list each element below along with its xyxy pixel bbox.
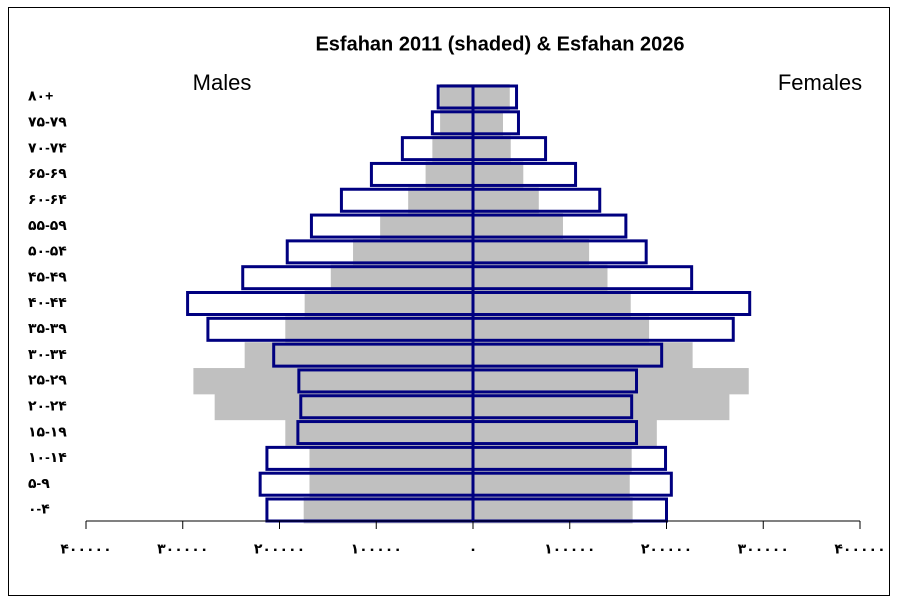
category-label: ۷۵-۷۹ [28,114,67,130]
shaded-bar [309,445,473,472]
category-label: ۵-۹ [28,475,50,491]
shaded-bar [473,238,590,266]
x-tick-label: ۰ [469,541,478,557]
shaded-bar [473,471,630,498]
shaded-bar [330,264,473,292]
x-tick-label: ۴۰۰۰۰۰ [60,541,111,557]
category-label: ۴۵-۴۹ [28,268,67,284]
shaded-bar [440,84,473,111]
shaded-bar [214,393,474,421]
shaded-bar [303,497,473,524]
shaded-bar [425,161,473,188]
category-label: ۵۵-۵۹ [28,217,67,233]
category-label: ۷۰-۷۴ [28,139,67,155]
x-tick-label: ۳۰۰۰۰۰ [157,541,208,557]
shaded-bar [473,109,503,137]
category-label: ۲۵-۲۹ [28,372,67,388]
category-label: ۵۰-۵۴ [28,243,67,259]
shaded-bar [193,368,473,395]
x-tick-label: ۳۰۰۰۰۰ [738,541,789,557]
shaded-bar [353,238,473,266]
left-label: Males [193,70,252,95]
shaded-bar [473,161,524,188]
shaded-bar [473,290,631,317]
shaded-bar [473,368,749,395]
shaded-bar [380,213,473,240]
x-tick-label: ۲۰۰۰۰۰ [641,541,692,557]
category-label: ۴۰-۴۴ [28,294,67,310]
x-tick-label: ۱۰۰۰۰۰ [351,541,402,557]
chart-title: Esfahan 2011 (shaded) & Esfahan 2026 [315,33,684,55]
shaded-bar [473,419,657,446]
category-label: ۳۰-۳۴ [28,346,67,362]
shaded-bar [473,445,632,472]
shaded-bar [309,471,473,498]
shaded-bar [304,290,473,317]
shaded-bar [285,419,473,446]
shaded-bar [440,109,473,137]
x-tick-label: ۱۰۰۰۰۰ [544,541,595,557]
shaded-bar [432,135,473,163]
category-label: ۱۵-۱۹ [28,423,67,439]
category-label: ۰-۴ [28,501,50,517]
shaded-bar [473,84,510,111]
category-label: ۳۵-۳۹ [28,320,67,336]
category-label: ۲۰-۲۴ [28,397,67,413]
category-label: ۶۰-۶۴ [28,191,67,207]
x-tick-label: ۲۰۰۰۰۰ [254,541,305,557]
shaded-bar [473,213,563,240]
shaded-bar [285,316,473,343]
shaded-bar [408,187,473,214]
shaded-bar [473,135,511,163]
category-label: ۸۰+ [28,88,53,104]
shaded-bar [473,264,608,292]
shaded-bar [473,497,633,524]
category-label: ۱۰-۱۴ [28,449,67,465]
shaded-bar [473,316,650,343]
shaded-bar [473,342,693,369]
shaded-bar [244,342,473,369]
category-label: ۶۵-۶۹ [28,165,67,181]
right-label: Females [778,70,862,95]
shaded-bar [473,393,730,421]
shaded-bar [473,187,539,214]
x-tick-label: ۴۰۰۰۰۰ [834,541,885,557]
